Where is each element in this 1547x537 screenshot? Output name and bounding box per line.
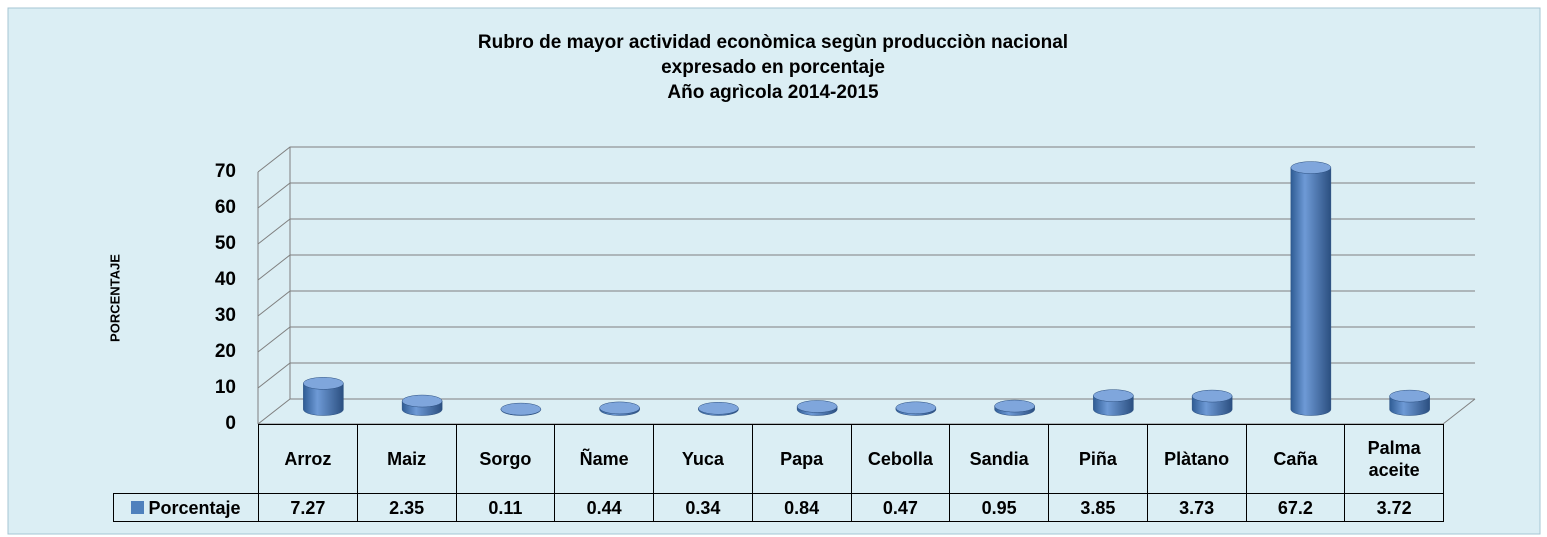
y-tick-label: 0: [225, 413, 236, 434]
data-table-value-text: 7.27: [290, 497, 326, 518]
bar: [1290, 167, 1332, 416]
data-table-value-text: 0.44: [586, 497, 622, 518]
category-label-text: Piña: [1078, 449, 1117, 469]
bar-top: [401, 394, 443, 408]
bar-top: [994, 399, 1035, 413]
chart-area: [7, 7, 1541, 535]
data-table-value-text: 0.84: [784, 497, 820, 518]
category-label: Caña: [1245, 424, 1346, 494]
category-label: Piña: [1048, 424, 1148, 494]
category-label-text: Yuca: [681, 449, 724, 469]
grid-line: [257, 146, 1475, 173]
category-label-text: Arroz: [284, 449, 332, 469]
bar: [303, 383, 344, 416]
y-tick-label: 20: [215, 341, 236, 362]
y-tick-label: 60: [215, 197, 236, 218]
category-label: Papa: [751, 424, 852, 494]
bar-top: [698, 402, 739, 415]
grid-line: [257, 398, 1475, 425]
data-table-value: 3.72: [1344, 493, 1444, 522]
bar-top: [1290, 161, 1332, 174]
data-table-value: 3.85: [1048, 493, 1148, 522]
data-table-value: 2.35: [356, 493, 457, 522]
category-label: Sorgo: [455, 424, 556, 494]
category-label: Cebolla: [850, 424, 951, 494]
data-table-value-text: 3.72: [1376, 497, 1412, 518]
grid-line: [257, 290, 1475, 317]
category-label-text: Caña: [1273, 449, 1318, 469]
y-tick-label: 50: [215, 233, 236, 254]
chart-title: expresado en porcentaje: [661, 57, 885, 78]
data-table-value-text: 0.11: [488, 497, 523, 518]
legend-entry: Porcentaje: [113, 493, 259, 522]
data-table-value: 0.84: [751, 493, 852, 522]
legend-swatch: [131, 501, 145, 514]
data-table-value-text: 3.85: [1080, 497, 1116, 518]
category-label-text: Palma aceite: [1367, 438, 1421, 480]
category-label: Palma aceite: [1344, 424, 1444, 494]
bar-top: [796, 400, 838, 413]
category-label-text: Cebolla: [867, 449, 933, 469]
y-tick-label: 10: [215, 377, 236, 398]
bar-top: [500, 402, 542, 416]
category-label: Plàtano: [1146, 424, 1247, 494]
data-table-value: 0.11: [455, 493, 556, 522]
category-label-text: Maiz: [387, 449, 427, 469]
bar-top: [1191, 389, 1233, 403]
grid-line: [257, 362, 1475, 389]
y-tick-label: 70: [215, 161, 236, 182]
bar-top: [895, 401, 937, 415]
category-label-text: Papa: [780, 449, 824, 469]
y-tick-label: 40: [215, 269, 236, 290]
data-table-value: 3.73: [1146, 493, 1247, 522]
category-label: Ñame: [554, 424, 654, 494]
category-label: Yuca: [653, 424, 753, 494]
grid-line: [257, 218, 1475, 245]
bar-top: [599, 401, 640, 415]
chart-title: Rubro de mayor actividad econòmica segùn…: [478, 32, 1068, 53]
y-axis-label: PORCENTAJE: [107, 254, 122, 342]
category-label-text: Sandia: [969, 449, 1029, 469]
category-label-text: Ñame: [579, 449, 629, 469]
data-table-value: 0.95: [949, 493, 1049, 522]
category-label-text: Sorgo: [479, 449, 532, 469]
data-table-value-text: 0.47: [882, 497, 918, 518]
bar-top: [1093, 389, 1134, 402]
bar-top: [1389, 389, 1430, 403]
legend-entry-text: Porcentaje: [148, 497, 241, 518]
grid-line: [257, 254, 1475, 281]
data-table-value-text: 67.2: [1277, 497, 1313, 518]
data-table-value: 0.34: [653, 493, 753, 522]
grid-line: [257, 326, 1475, 353]
floor-edge: [1442, 398, 1476, 425]
category-label: Arroz: [258, 424, 358, 494]
y-tick-label: 30: [215, 305, 236, 326]
category-label-text: Plàtano: [1164, 449, 1230, 469]
chart-title: Año agrìcola 2014-2015: [667, 82, 879, 103]
grid-line: [257, 182, 1475, 209]
data-table-value: 0.47: [850, 493, 951, 522]
data-table-value-text: 3.73: [1179, 497, 1215, 518]
data-table-value: 7.27: [258, 493, 358, 522]
data-table-value-text: 2.35: [389, 497, 425, 518]
data-table-value: 0.44: [554, 493, 654, 522]
category-label: Maiz: [356, 424, 457, 494]
data-table-value: 67.2: [1245, 493, 1346, 522]
category-label: Sandia: [949, 424, 1049, 494]
data-table-value-text: 0.95: [981, 497, 1017, 518]
data-table-value-text: 0.34: [685, 497, 721, 518]
bar-top: [303, 377, 344, 390]
